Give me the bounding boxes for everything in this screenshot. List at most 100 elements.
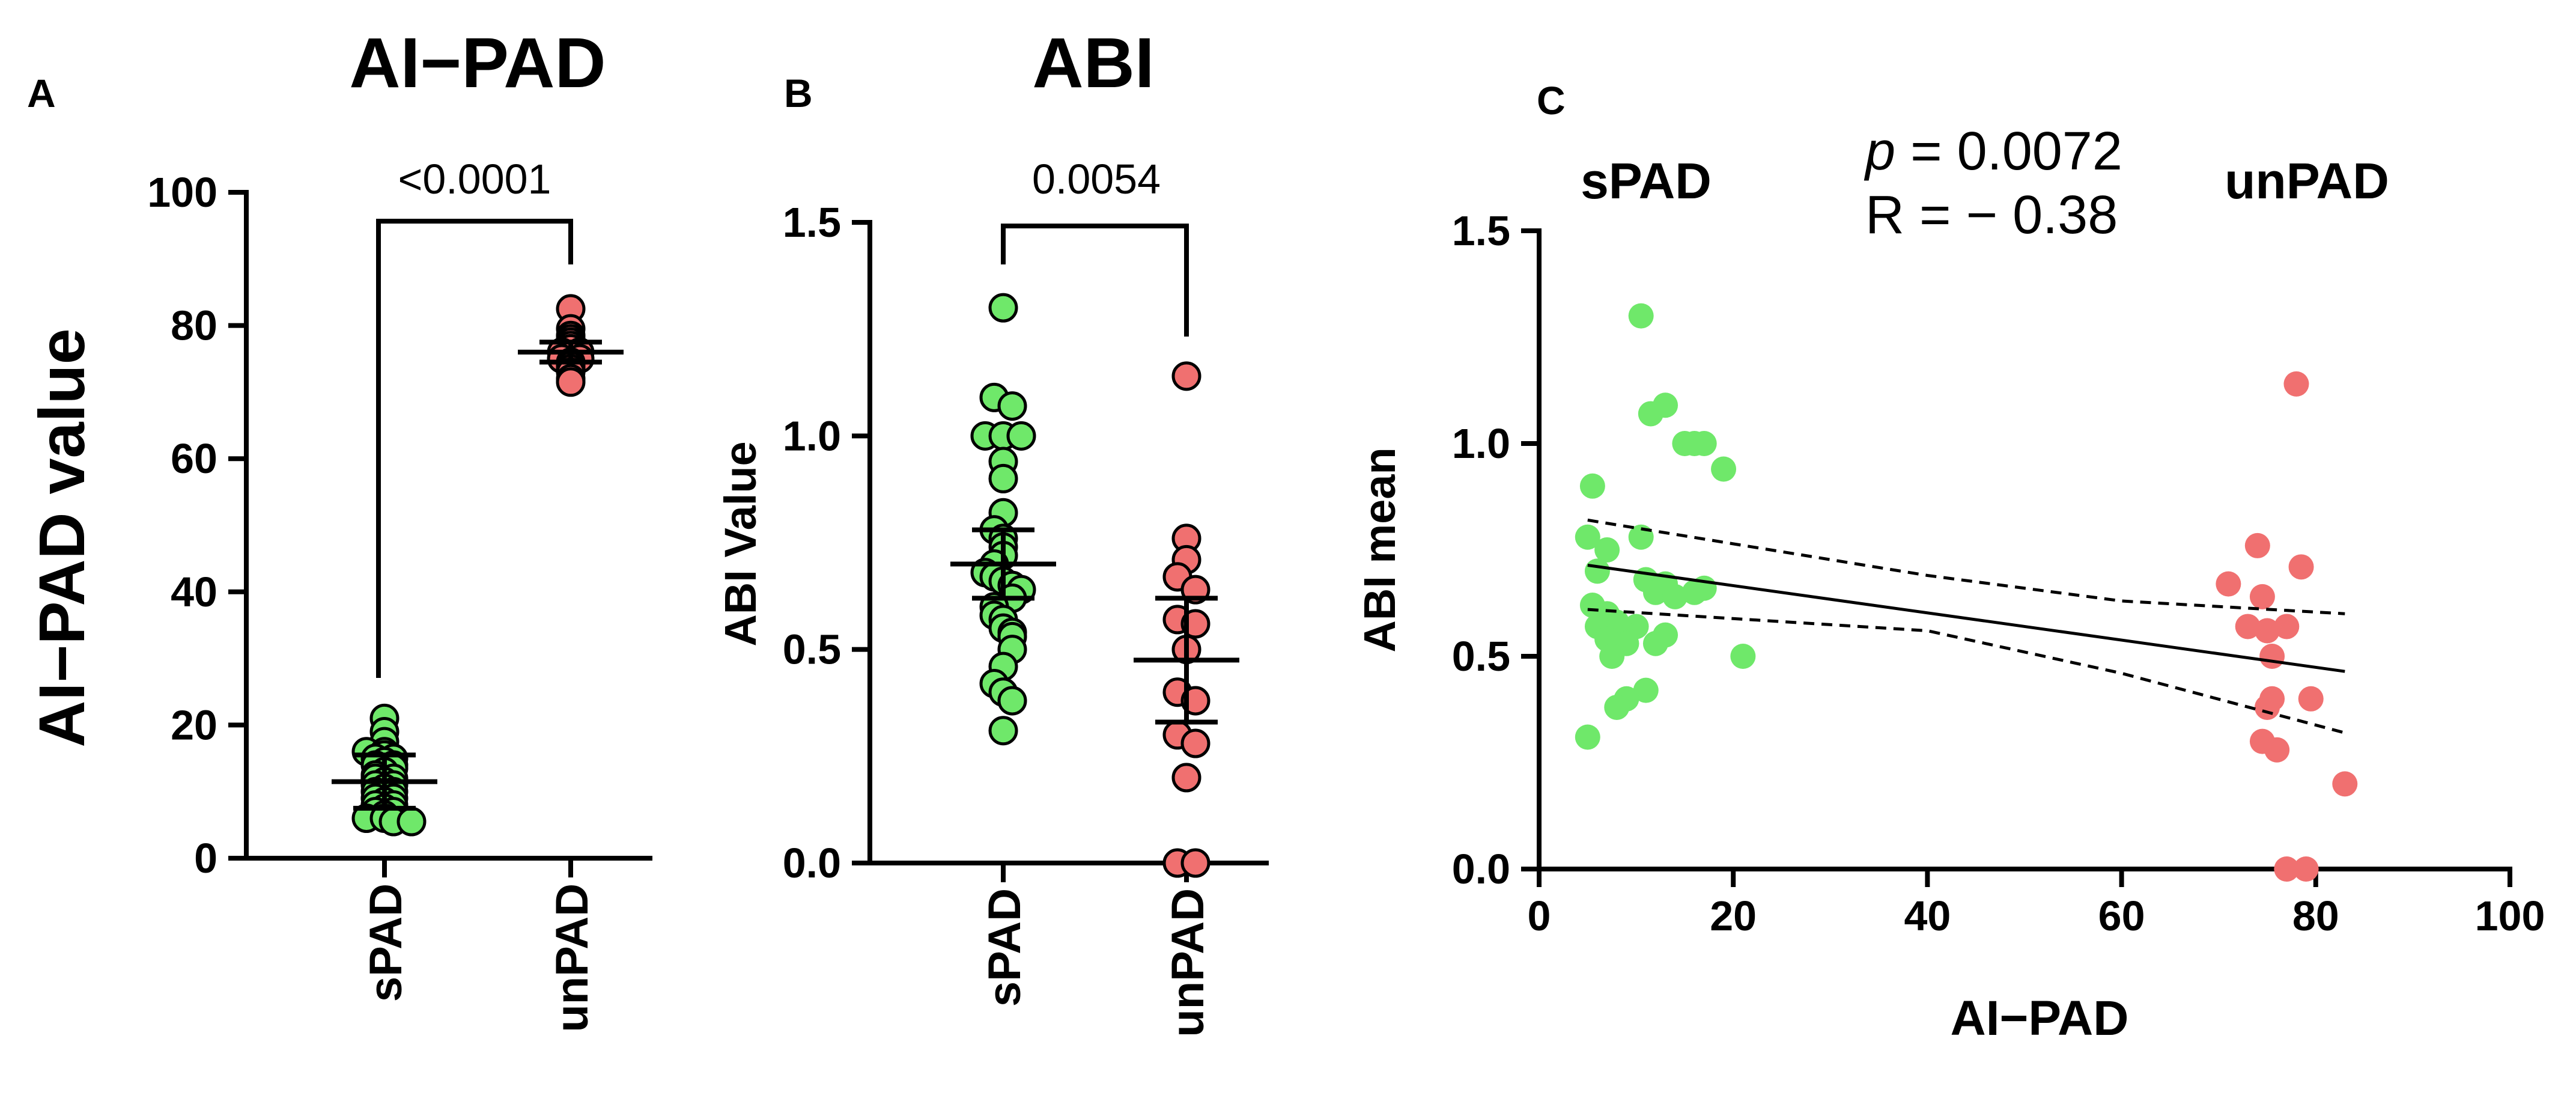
panel-a-y-tick-label: 0 bbox=[194, 835, 217, 882]
panel-b-y-axis-label: ABI Value bbox=[715, 441, 765, 646]
panel-c-group-label-unpad: unPAD bbox=[2225, 153, 2389, 209]
panel-b: B ABI ABI Value 0.00.51.01.5 sPAD unPAD … bbox=[715, 23, 1269, 1037]
panel-c: C ABI mean AI−PAD 0.0 0.5 1.0 1.5 0 20 40 60 80… bbox=[1355, 78, 2545, 1046]
panel-a-significance-bracket bbox=[376, 219, 573, 678]
panel-b-title: ABI bbox=[1032, 23, 1154, 103]
panel-c-x-tick-label: 40 bbox=[1904, 892, 1951, 939]
panel-c-point-spad bbox=[1642, 630, 1668, 656]
panel-c-point-unpad bbox=[2298, 686, 2324, 712]
panel-c-point-spad bbox=[1681, 579, 1707, 605]
panel-c-point-spad bbox=[1730, 644, 1756, 669]
panel-b-point-spad bbox=[1006, 421, 1036, 451]
panel-b-point-spad bbox=[988, 716, 1018, 746]
panel-c-confidence-band-upper bbox=[1587, 518, 2345, 615]
panel-c-x-axis-label: AI−PAD bbox=[1951, 991, 2129, 1046]
panel-c-point-unpad bbox=[2255, 618, 2280, 644]
panel-a-point-spad bbox=[396, 807, 427, 837]
panel-c-point-spad bbox=[1628, 303, 1654, 329]
panel-c-point-unpad bbox=[2283, 371, 2309, 397]
panel-c-x-tick-label: 80 bbox=[2292, 892, 2339, 939]
panel-b-point-spad bbox=[997, 391, 1027, 421]
panel-c-x-tick-label: 0 bbox=[1528, 892, 1551, 939]
panel-a-point-unpad bbox=[556, 367, 586, 397]
panel-c-x-tick-label: 20 bbox=[1710, 892, 1757, 939]
panel-c-point-spad bbox=[1662, 584, 1688, 609]
panel-b-y-tick-label: 0.5 bbox=[783, 626, 841, 673]
panel-c-point-spad bbox=[1638, 401, 1663, 427]
panel-c-point-unpad bbox=[2259, 644, 2285, 669]
panel-b-point-spad bbox=[988, 463, 1018, 493]
panel-b-point-spad bbox=[988, 293, 1018, 323]
panel-a-y-tick-label: 20 bbox=[171, 701, 217, 748]
panel-a-y-tick-label: 40 bbox=[171, 569, 217, 615]
panel-a-y-axis-label: AI−PAD value bbox=[25, 328, 98, 747]
panel-c-point-unpad bbox=[2244, 532, 2270, 558]
panel-c-point-spad bbox=[1575, 524, 1600, 550]
panel-b-x-tick-label-spad: sPAD bbox=[979, 888, 1030, 1007]
panel-c-point-spad bbox=[1711, 456, 1737, 482]
panel-c-y-tick-label: 1.0 bbox=[1452, 420, 1510, 467]
panel-c-point-unpad bbox=[2255, 694, 2280, 720]
panel-c-p-value: = 0.0072 bbox=[1895, 121, 2122, 181]
panel-c-points bbox=[1575, 303, 2358, 882]
panel-c-y-tick-label: 0.0 bbox=[1452, 846, 1510, 892]
panel-c-y-axis-label: ABI mean bbox=[1355, 447, 1405, 652]
panel-c-point-spad bbox=[1604, 694, 1630, 720]
panel-c-point-spad bbox=[1633, 677, 1659, 703]
panel-c-point-unpad bbox=[2216, 571, 2241, 597]
panel-a-y-tick-label: 60 bbox=[171, 435, 217, 482]
panel-a-y-tick-label: 80 bbox=[171, 302, 217, 349]
panel-a-x-tick-label-unpad: unPAD bbox=[547, 883, 598, 1032]
panel-b-y-tick-label: 0.0 bbox=[783, 840, 841, 886]
panel-b-y-tick-label: 1.0 bbox=[783, 412, 841, 459]
panel-b-point-unpad bbox=[1180, 848, 1211, 878]
panel-b-x-tick-label-unpad: unPAD bbox=[1162, 888, 1214, 1037]
panel-a-y-tick-label: 100 bbox=[147, 169, 217, 216]
panel-b-error-bars bbox=[950, 527, 1239, 725]
panel-label-a: A bbox=[27, 71, 56, 115]
panel-c-x-ticks: 0 20 40 60 80 100 bbox=[1528, 869, 2545, 939]
panel-c-point-unpad bbox=[2288, 554, 2314, 580]
panel-b-y-ticks: 0.0 0.5 1.0 1.5 bbox=[783, 199, 870, 886]
panel-b-point-spad bbox=[997, 686, 1027, 716]
panel-c-p-annotation: p = 0.0072 bbox=[1864, 121, 2122, 181]
panel-c-point-unpad bbox=[2274, 856, 2300, 882]
panel-c-x-tick-label: 60 bbox=[2098, 892, 2145, 939]
panel-b-points bbox=[970, 293, 1211, 878]
panel-b-point-unpad bbox=[1171, 763, 1201, 793]
panel-c-point-unpad bbox=[2274, 614, 2300, 639]
panel-c-regression-line bbox=[1587, 564, 2345, 673]
panel-c-point-spad bbox=[1575, 724, 1600, 750]
panel-b-p-value: 0.0054 bbox=[1032, 156, 1161, 203]
panel-a-x-tick-label-spad: sPAD bbox=[360, 883, 412, 1002]
panel-c-point-spad bbox=[1681, 431, 1707, 456]
panel-c-confidence-band-lower bbox=[1587, 608, 2345, 734]
panel-b-point-unpad bbox=[1171, 361, 1201, 391]
panel-c-point-spad bbox=[1599, 644, 1625, 669]
panel-label-b: B bbox=[784, 71, 813, 115]
panel-c-point-spad bbox=[1584, 558, 1610, 584]
panel-c-point-unpad bbox=[2293, 856, 2319, 882]
panel-c-point-unpad bbox=[2249, 584, 2275, 609]
panel-c-regression bbox=[1587, 518, 2345, 734]
panel-c-group-label-spad: sPAD bbox=[1581, 153, 1712, 209]
panel-label-c: C bbox=[1537, 78, 1566, 123]
panel-b-point-unpad bbox=[1180, 728, 1211, 758]
panel-c-point-spad bbox=[1594, 537, 1620, 563]
panel-c-x-tick-label: 100 bbox=[2475, 892, 2545, 939]
panel-c-y-ticks: 0.0 0.5 1.0 1.5 bbox=[1452, 207, 1539, 892]
panel-c-point-spad bbox=[1579, 473, 1605, 499]
panel-a-error-bars bbox=[332, 340, 624, 811]
panel-c-y-tick-label: 0.5 bbox=[1452, 633, 1510, 680]
panel-b-y-tick-label: 1.5 bbox=[783, 199, 841, 246]
panel-c-point-unpad bbox=[2332, 771, 2358, 797]
panel-c-point-spad bbox=[1642, 579, 1668, 605]
panel-c-y-tick-label: 1.5 bbox=[1452, 207, 1510, 254]
panel-b-significance-bracket bbox=[1001, 224, 1189, 337]
panel-a-p-value: <0.0001 bbox=[398, 156, 551, 203]
panel-c-point-unpad bbox=[2264, 737, 2290, 763]
panel-c-r-annotation: R = − 0.38 bbox=[1865, 185, 2118, 245]
panel-a-y-ticks: 0 20 40 60 80 100 bbox=[147, 169, 246, 882]
panel-c-point-unpad bbox=[2235, 614, 2261, 639]
